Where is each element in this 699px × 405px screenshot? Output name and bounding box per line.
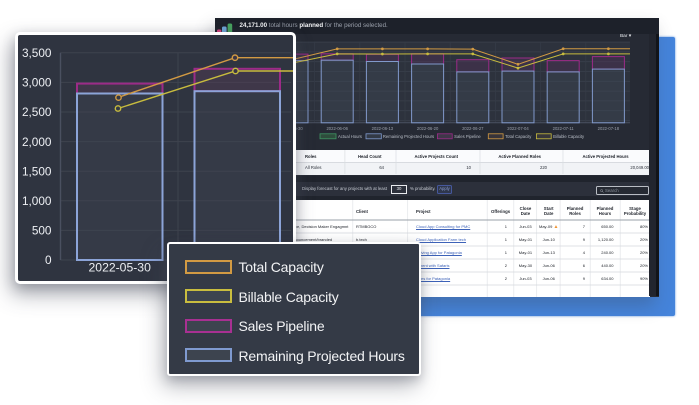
svg-text:3,000: 3,000 (21, 76, 51, 90)
svg-text:2022-07-04: 2022-07-04 (507, 126, 529, 131)
svg-text:2,500: 2,500 (21, 105, 51, 119)
svg-text:2022-06-20: 2022-06-20 (417, 126, 439, 131)
svg-text:2022-06-13: 2022-06-13 (372, 126, 394, 131)
svg-text:Sales Pipeline: Sales Pipeline (454, 135, 481, 140)
svg-text:500: 500 (31, 224, 51, 238)
svg-text:Total Capacity: Total Capacity (505, 135, 532, 140)
svg-text:2022-06-06: 2022-06-06 (326, 126, 348, 131)
svg-text:2022-07-18: 2022-07-18 (598, 126, 620, 131)
svg-text:2022-07-11: 2022-07-11 (553, 126, 575, 131)
svg-text:2022-05-30: 2022-05-30 (88, 261, 151, 275)
svg-text:0: 0 (44, 253, 51, 267)
svg-text:Billable Capacity: Billable Capacity (553, 135, 585, 140)
svg-text:1,500: 1,500 (21, 164, 51, 178)
svg-text:Actual Hours: Actual Hours (338, 135, 362, 140)
svg-text:2022-06-27: 2022-06-27 (462, 126, 484, 131)
svg-text:Remaining Projected Hours: Remaining Projected Hours (383, 135, 434, 140)
svg-text:3,500: 3,500 (21, 46, 51, 60)
svg-text:2,000: 2,000 (21, 135, 51, 149)
svg-text:1,000: 1,000 (21, 194, 51, 208)
svg-text:Bar ▾: Bar ▾ (620, 34, 632, 39)
